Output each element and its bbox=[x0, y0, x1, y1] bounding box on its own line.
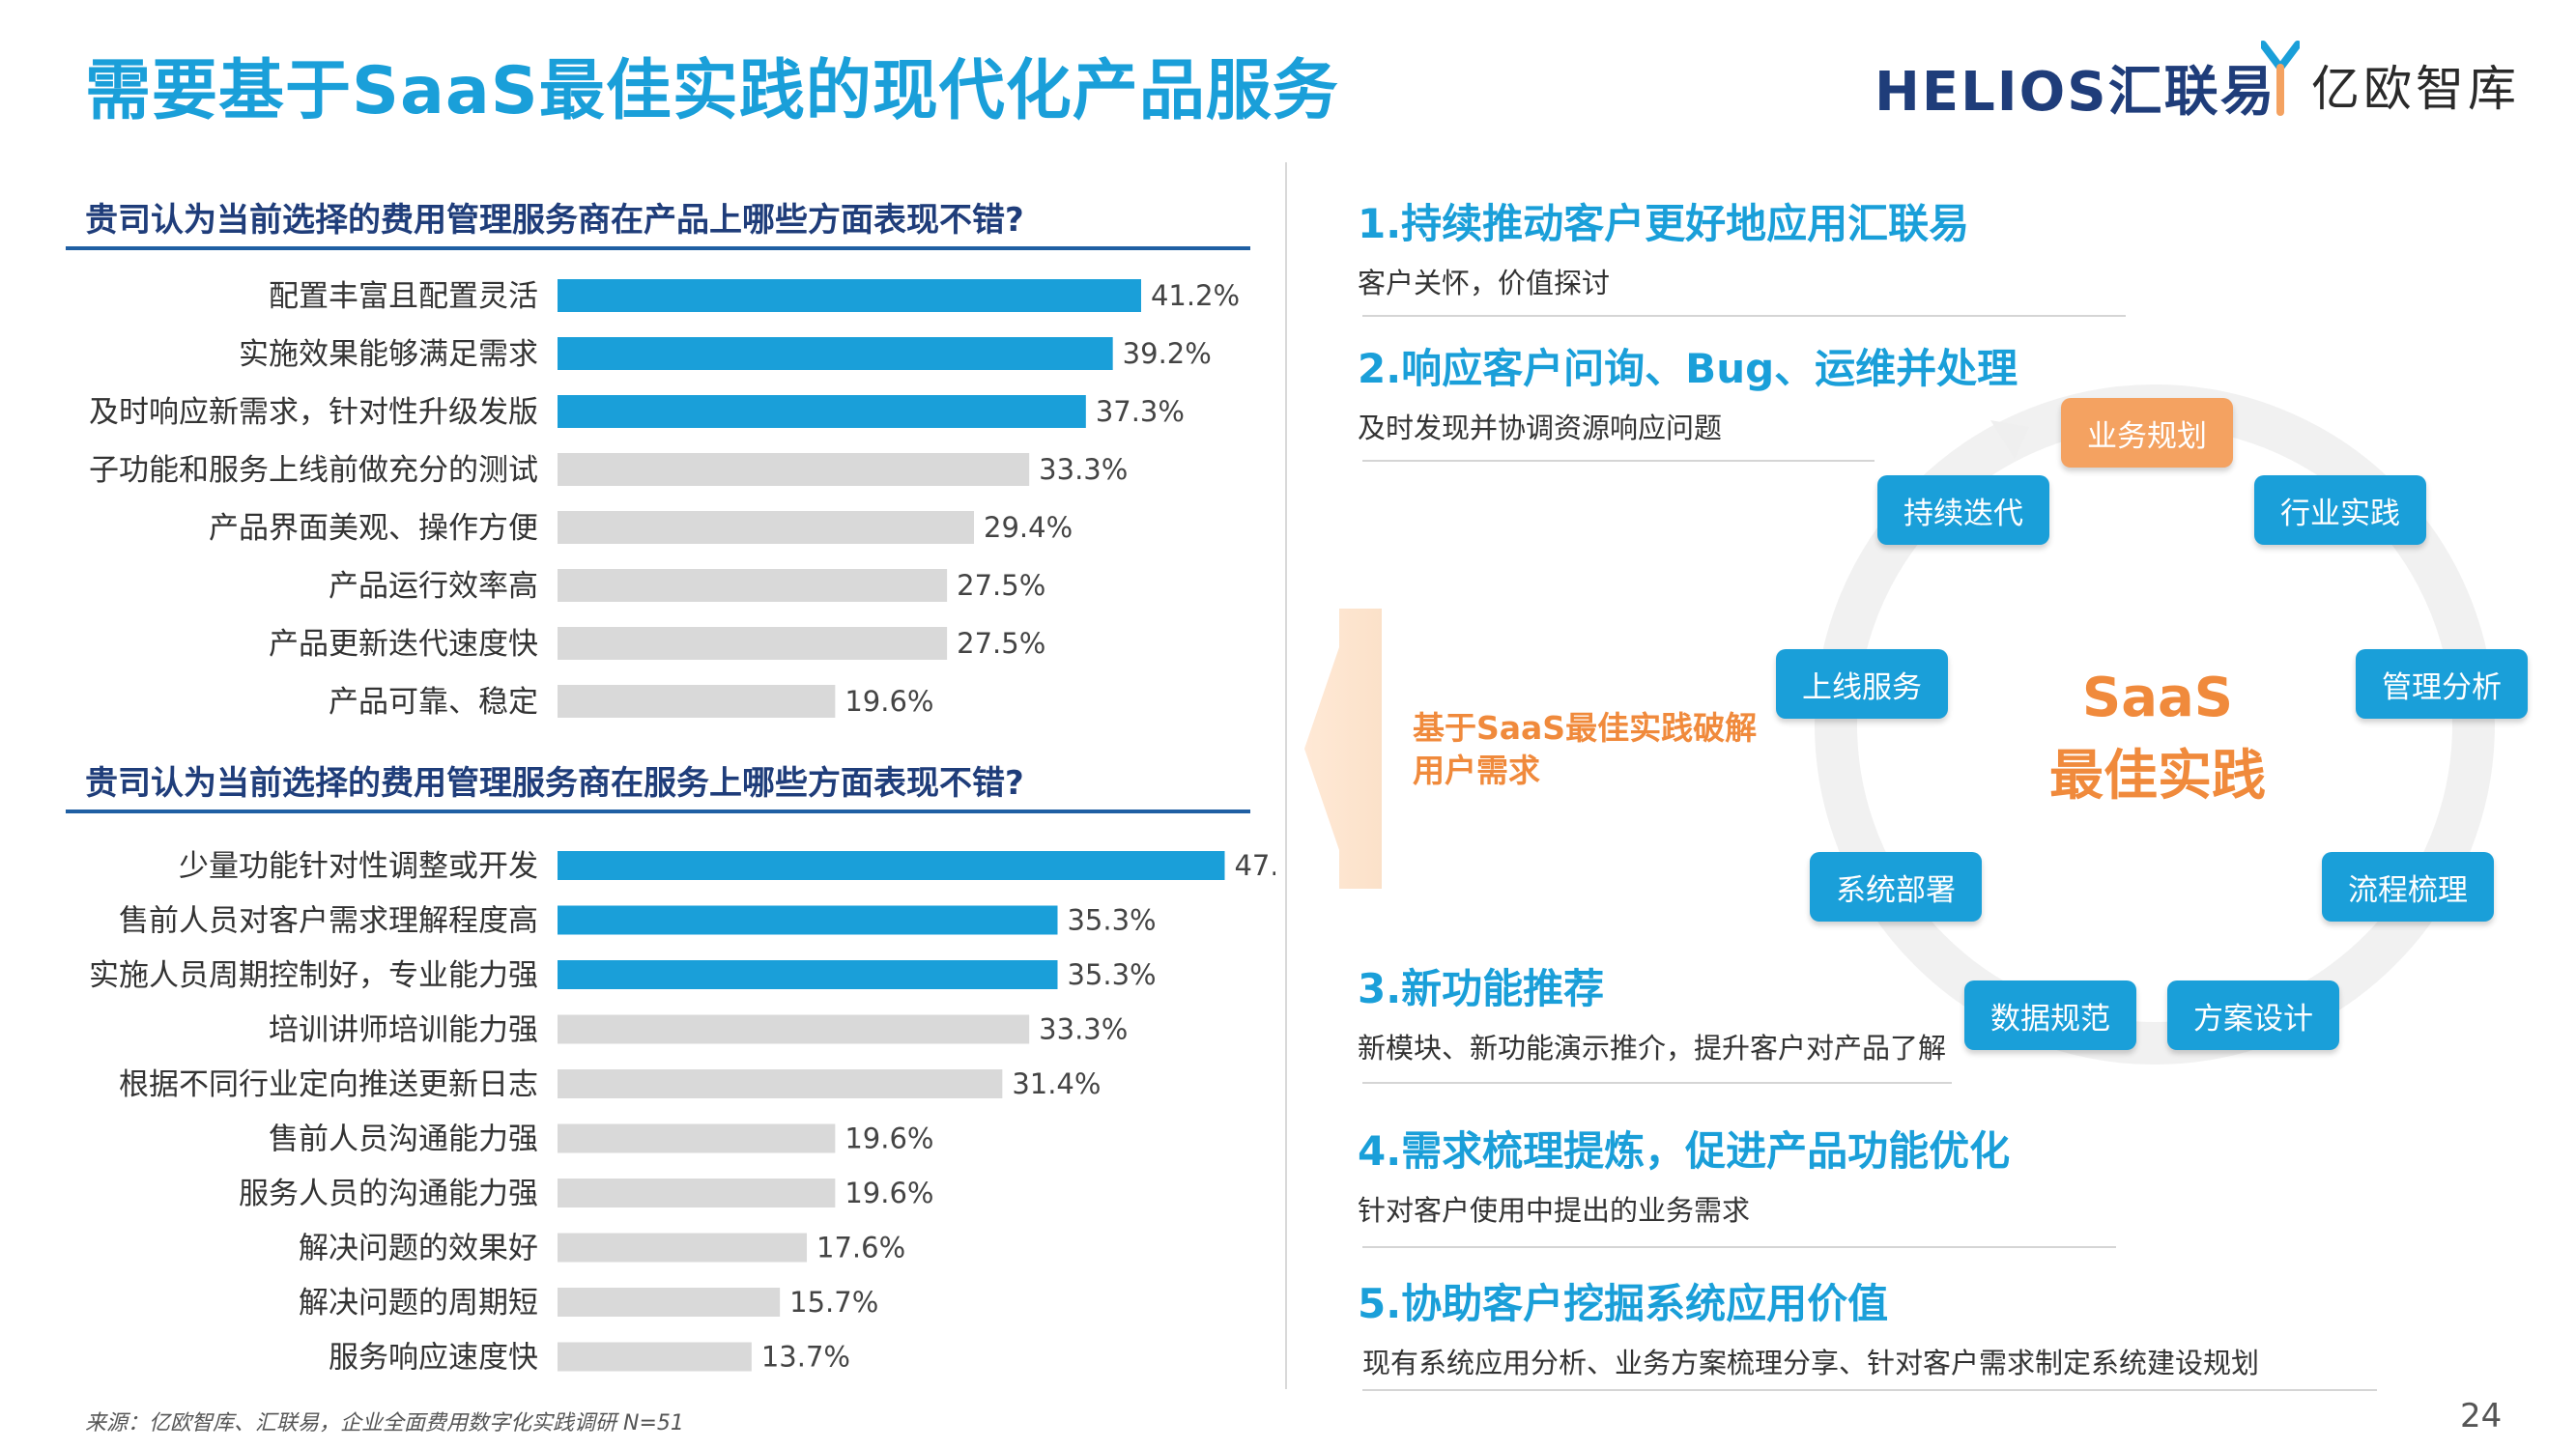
category-label: 实施效果能够满足需求 bbox=[239, 337, 538, 372]
bar bbox=[558, 905, 1058, 935]
chart-2-title: 贵司认为当前选择的费用管理服务商在服务上哪些方面表现不错? bbox=[85, 764, 1024, 803]
cycle-node-process-review: 流程梳理 bbox=[2322, 852, 2494, 922]
value-label: 35.3% bbox=[1067, 958, 1156, 991]
cycle-center-line2: 最佳实践 bbox=[2049, 745, 2266, 808]
point-5-title: 5.协助客户挖掘系统应用价值 bbox=[1358, 1280, 1889, 1327]
category-label: 产品更新迭代速度快 bbox=[269, 627, 538, 662]
value-label: 41.2% bbox=[1151, 279, 1240, 312]
cycle-node-business-plan: 业务规划 bbox=[2061, 398, 2233, 468]
bar bbox=[558, 569, 948, 602]
value-label: 19.6% bbox=[844, 1177, 933, 1209]
bar bbox=[558, 685, 836, 718]
value-label: 37.3% bbox=[1096, 395, 1185, 428]
vertical-divider bbox=[1285, 162, 1287, 1389]
point-2-desc: 及时发现并协调资源响应问题 bbox=[1358, 412, 1723, 444]
value-label: 13.7% bbox=[761, 1341, 850, 1374]
point-3-rule bbox=[1362, 1082, 1952, 1084]
point-2-rule bbox=[1362, 460, 1875, 462]
point-1-desc: 客户关怀，价值探讨 bbox=[1358, 267, 1611, 299]
point-3-title: 3.新功能推荐 bbox=[1358, 965, 1605, 1012]
bar bbox=[558, 511, 975, 544]
category-label: 产品运行效率高 bbox=[329, 569, 538, 604]
category-label: 根据不同行业定向推送更新日志 bbox=[119, 1067, 538, 1102]
point-5-rule bbox=[1362, 1389, 2377, 1391]
chart-2-service-bars: 少量功能针对性调整或开发 47.1% 售前人员对客户需求理解程度高 35.3% 实施人员… bbox=[89, 849, 1275, 1376]
value-label: 17.6% bbox=[816, 1232, 905, 1264]
point-4-title: 4.需求梳理提炼，促进产品功能优化 bbox=[1358, 1127, 2011, 1175]
point-4-desc: 针对客户使用中提出的业务需求 bbox=[1358, 1194, 1751, 1227]
category-label: 子功能和服务上线前做充分的测试 bbox=[89, 453, 538, 488]
category-label: 解决问题的效果好 bbox=[299, 1232, 538, 1266]
bar bbox=[558, 1179, 836, 1208]
bar bbox=[558, 627, 948, 660]
category-label: 服务人员的沟通能力强 bbox=[239, 1177, 538, 1211]
cycle-node-industry-practice: 行业实践 bbox=[2254, 475, 2426, 545]
chart-1-product-bars: 配置丰富且配置灵活 41.2% 实施效果能够满足需求 39.2% 及时响应新需求，针对性… bbox=[89, 279, 1240, 720]
category-label: 售前人员沟通能力强 bbox=[269, 1122, 538, 1157]
value-label: 31.4% bbox=[1012, 1067, 1101, 1100]
point-5-desc: 现有系统应用分析、业务方案梳理分享、针对客户需求制定系统建设规划 bbox=[1362, 1347, 2260, 1379]
category-label: 产品界面美观、操作方便 bbox=[209, 511, 538, 546]
category-label: 培训讲师培训能力强 bbox=[269, 1013, 538, 1048]
cycle-center-line1: SaaS bbox=[2081, 667, 2234, 729]
point-3-desc: 新模块、新功能演示推介，提升客户对产品了解 bbox=[1358, 1032, 1947, 1065]
bar bbox=[558, 279, 1141, 312]
point-4-rule bbox=[1362, 1246, 2116, 1248]
value-label: 19.6% bbox=[844, 1122, 933, 1155]
left-arrow-icon bbox=[1304, 609, 1382, 889]
bar bbox=[558, 395, 1086, 428]
category-label: 配置丰富且配置灵活 bbox=[269, 279, 538, 314]
category-label: 服务响应速度快 bbox=[329, 1341, 538, 1376]
cycle-node-data-standard: 数据规范 bbox=[1964, 980, 2136, 1050]
bar bbox=[558, 960, 1058, 989]
source-note: 来源：亿欧智库、汇联易，企业全面费用数字化实践调研 N=51 bbox=[85, 1411, 684, 1435]
category-label: 实施人员周期控制好，专业能力强 bbox=[89, 958, 538, 993]
value-label: 47.1% bbox=[1234, 849, 1275, 882]
bar bbox=[558, 453, 1030, 486]
chart-1-title: 贵司认为当前选择的费用管理服务商在产品上哪些方面表现不错? bbox=[85, 201, 1024, 240]
category-label: 售前人员对客户需求理解程度高 bbox=[119, 904, 538, 939]
category-label: 产品可靠、稳定 bbox=[329, 685, 538, 720]
chart-2-rule bbox=[66, 810, 1250, 813]
yiou-logo-mark-icon bbox=[2261, 41, 2300, 116]
category-label: 少量功能针对性调整或开发 bbox=[179, 849, 538, 884]
yiou-logo: 亿欧智库 bbox=[2311, 61, 2520, 117]
bar bbox=[558, 1342, 752, 1372]
bar bbox=[558, 337, 1113, 370]
page-title: 需要基于SaaS最佳实践的现代化产品服务 bbox=[85, 53, 1339, 129]
chart-1-rule bbox=[66, 246, 1250, 250]
category-label: 解决问题的周期短 bbox=[299, 1286, 538, 1321]
bar bbox=[558, 1014, 1030, 1044]
value-label: 33.3% bbox=[1039, 1013, 1128, 1046]
value-label: 29.4% bbox=[984, 511, 1073, 544]
cycle-node-system-deploy: 系统部署 bbox=[1810, 852, 1982, 922]
value-label: 15.7% bbox=[789, 1286, 878, 1319]
bar bbox=[558, 1123, 836, 1153]
value-label: 33.3% bbox=[1039, 453, 1128, 486]
value-label: 35.3% bbox=[1067, 904, 1156, 937]
cycle-node-launch-service: 上线服务 bbox=[1776, 649, 1948, 719]
bar bbox=[558, 851, 1225, 880]
value-label: 27.5% bbox=[957, 569, 1045, 602]
helios-logo: HELIOS汇联易 bbox=[1875, 61, 2276, 124]
value-label: 19.6% bbox=[844, 685, 933, 718]
value-label: 39.2% bbox=[1123, 337, 1212, 370]
point-2-title: 2.响应客户问询、Bug、运维并处理 bbox=[1358, 345, 2018, 392]
cycle-node-solution-design: 方案设计 bbox=[2167, 980, 2339, 1050]
bar bbox=[558, 1233, 808, 1263]
bar bbox=[558, 1288, 781, 1317]
page-number: 24 bbox=[2460, 1397, 2503, 1435]
cycle-node-iteration: 持续迭代 bbox=[1877, 475, 2049, 545]
value-label: 27.5% bbox=[957, 627, 1045, 660]
cycle-node-management-analysis: 管理分析 bbox=[2356, 649, 2528, 719]
bar bbox=[558, 1069, 1003, 1098]
category-label: 及时响应新需求，针对性升级发版 bbox=[89, 395, 538, 430]
point-1-title: 1.持续推动客户更好地应用汇联易 bbox=[1358, 200, 1970, 247]
side-text: 基于SaaS最佳实践破解用户需求 bbox=[1413, 709, 1758, 789]
point-1-rule bbox=[1362, 315, 2126, 317]
